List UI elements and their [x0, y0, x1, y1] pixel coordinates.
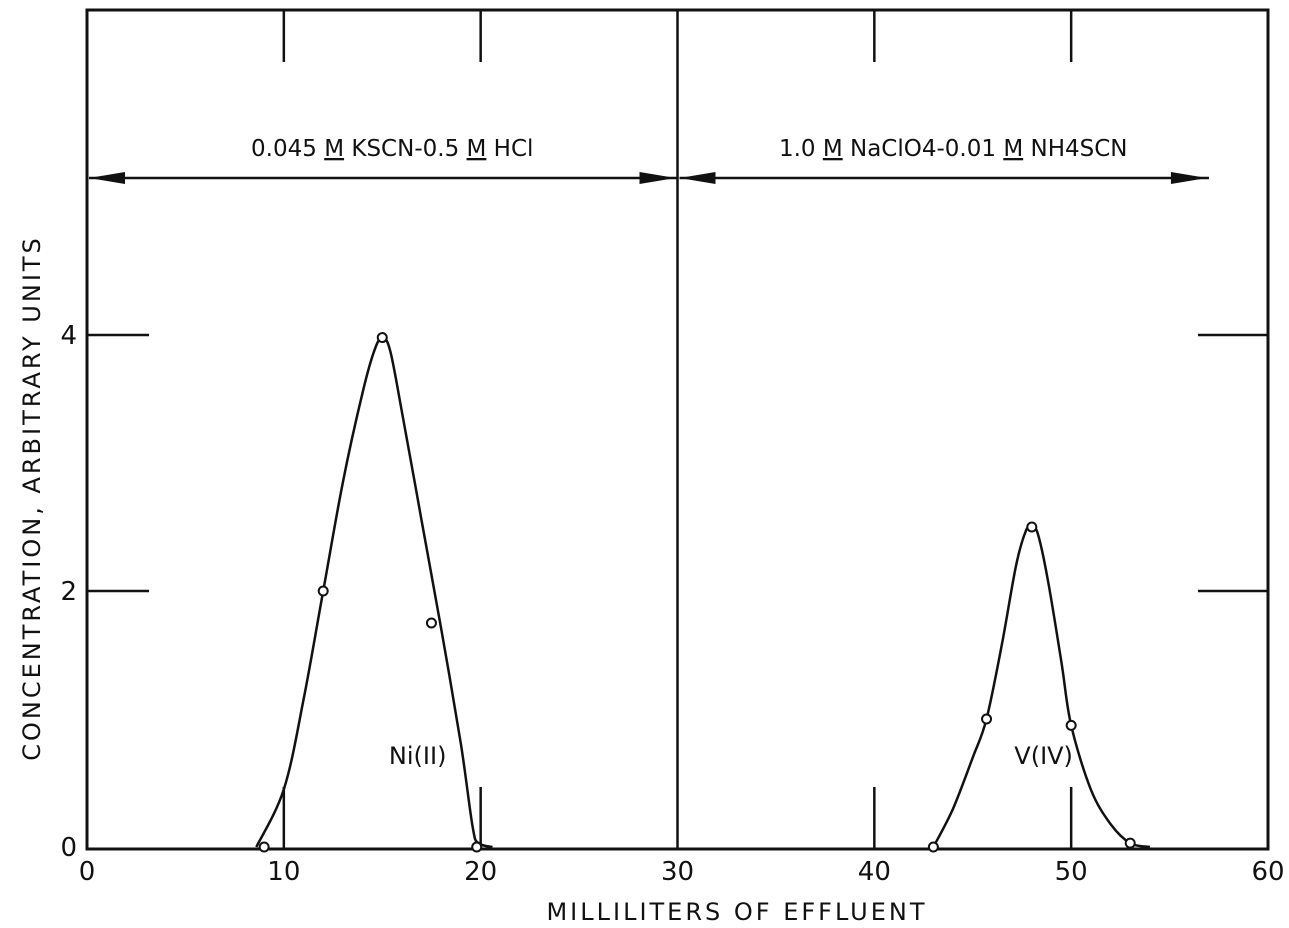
eluent-label-part: 0.045: [251, 136, 324, 162]
arrow-head: [89, 172, 125, 184]
data-point: [1065, 719, 1077, 731]
data-points: [258, 332, 1136, 853]
eluent-annotations: 0.045 M KSCN-0.5 M HCl 1.0 M NaClO4-0.01 …: [89, 136, 1209, 184]
data-point: [471, 841, 483, 853]
series-label: Ni(II): [389, 742, 447, 770]
data-point: [425, 617, 437, 629]
series-labels: Ni(II) V(IV): [389, 742, 1073, 770]
eluent-label: 0.045 M KSCN-0.5 M HCl: [251, 136, 533, 162]
x-tick-label: 20: [464, 857, 497, 887]
x-tick-label: 40: [858, 857, 891, 887]
tick-marks: [87, 10, 1268, 849]
x-tick-labels: 0 10 20 30 40 50 60: [79, 857, 1285, 887]
x-tick-label: 60: [1251, 857, 1284, 887]
arrow-head: [1170, 172, 1207, 184]
y-tick-label: 0: [60, 833, 77, 863]
eluent-label-part: HCl: [486, 136, 533, 162]
y-tick-label: 2: [60, 577, 77, 607]
eluent-label-part: 1.0: [779, 136, 823, 162]
x-tick-label: 10: [267, 857, 300, 887]
eluent-label-part: NH4SCN: [1023, 136, 1127, 162]
y-tick-label: 4: [60, 321, 77, 351]
eluent-label: 1.0 M NaClO4-0.01 M NH4SCN: [779, 136, 1128, 162]
arrow-head: [679, 172, 716, 184]
eluent-label-part: M: [324, 136, 344, 162]
elution-curves: [255, 336, 1151, 849]
x-tick-label: 30: [661, 857, 694, 887]
x-tick-label: 0: [79, 857, 96, 887]
eluent-label-part: NaClO4-0.01: [843, 136, 1004, 162]
arrow-head: [639, 172, 676, 184]
series-label: V(IV): [1014, 742, 1073, 770]
x-tick-label: 50: [1055, 857, 1088, 887]
eluent-label-part: M: [467, 136, 487, 162]
data-point: [981, 713, 993, 725]
eluent-label-part: KSCN-0.5: [344, 136, 466, 162]
eluent-label-part: M: [823, 136, 843, 162]
x-axis-title: MILLILITERS OF EFFLUENT: [546, 898, 927, 926]
data-point: [258, 841, 270, 853]
elution-curve: [255, 336, 493, 849]
data-point: [317, 585, 329, 597]
y-axis-title: CONCENTRATION, ARBITRARY UNITS: [18, 235, 46, 761]
eluent-label-part: M: [1003, 136, 1023, 162]
data-point: [1124, 837, 1136, 849]
data-point: [927, 841, 939, 853]
y-tick-labels: 0 2 4: [60, 321, 77, 863]
data-point: [376, 332, 388, 344]
elution-curve: [932, 525, 1151, 849]
data-point: [1026, 521, 1038, 533]
